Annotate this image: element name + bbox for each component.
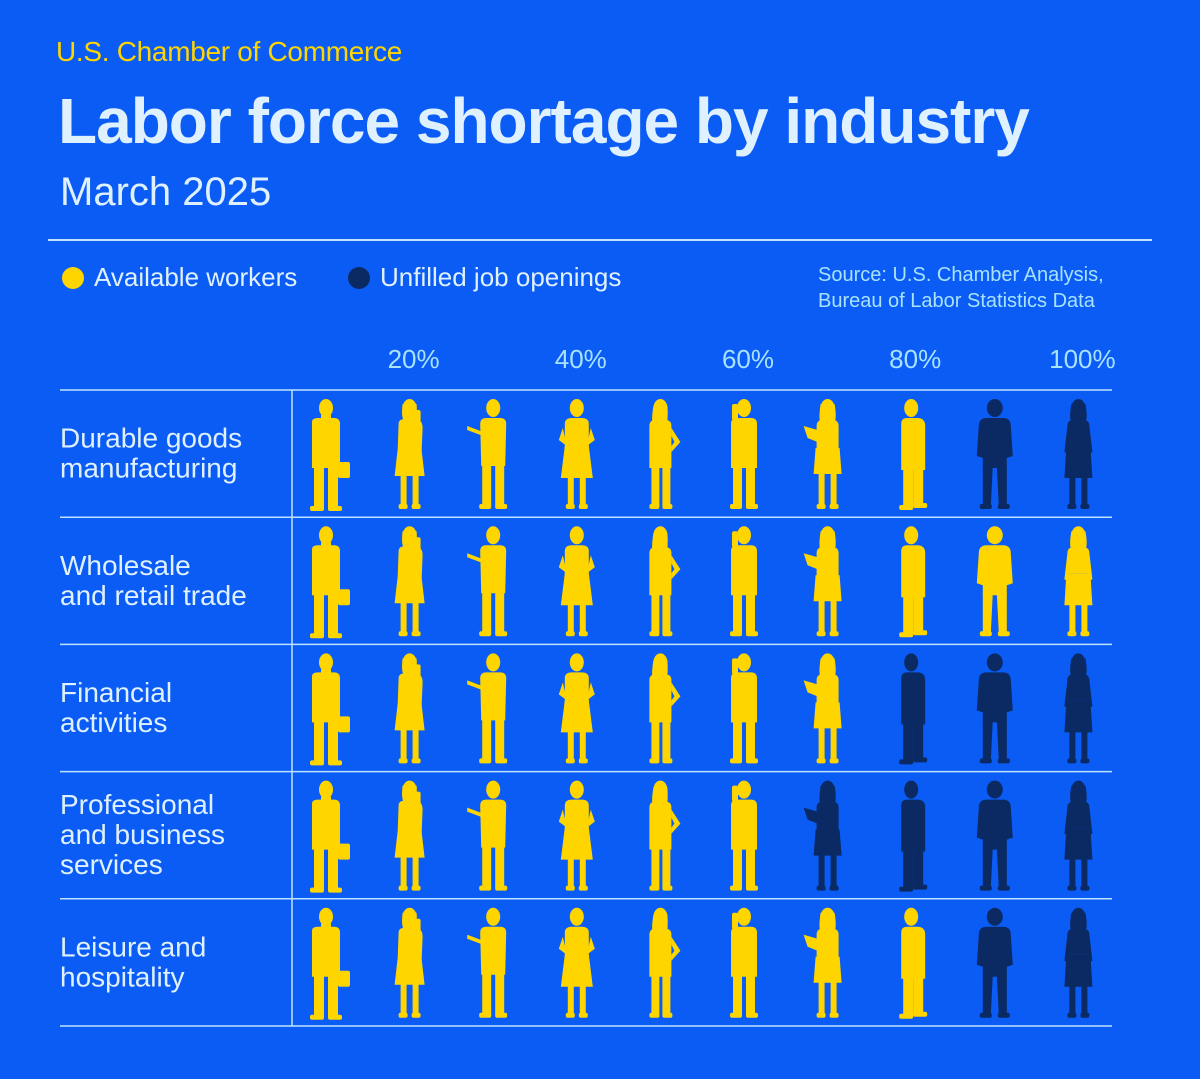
unfilled-job-icon [899,653,928,765]
unfilled-job-icon [976,653,1013,764]
x-tick-label: 100% [1049,344,1116,374]
available-worker-icon [803,399,842,509]
row-label-line: and business [60,819,225,850]
org-name: U.S. Chamber of Commerce [56,36,403,67]
row-label: Wholesale and retail trade [60,550,247,611]
available-worker-icon [310,399,350,511]
available-worker-icon [394,907,425,1018]
x-tick-label: 20% [388,344,440,374]
row-label: Leisure and hospitality [60,931,206,992]
chart-title: Labor force shortage by industry [58,85,1030,157]
available-worker-icon [803,907,842,1018]
row-label-line: Professional [60,789,214,820]
row-label: Financial activities [60,677,172,738]
available-worker-icon [467,907,508,1018]
row-label-line: Wholesale [60,550,191,581]
available-worker-icon [649,907,681,1018]
available-worker-icon [730,526,758,637]
unfilled-job-icon [1064,653,1093,764]
source-line-2: Bureau of Labor Statistics Data [818,290,1095,312]
legend-label-available: Available workers [94,262,298,292]
available-worker-icon [730,399,758,509]
available-worker-icon [558,907,595,1018]
unfilled-job-icon [976,399,1013,509]
available-worker-icon [649,526,681,637]
available-worker-icon [467,399,508,509]
available-worker-icon [899,399,928,510]
x-tick-label: 80% [889,344,941,374]
available-worker-icon [730,653,758,764]
x-tick-label: 60% [722,344,774,374]
unfilled-swatch [348,266,370,289]
row-label-line: and retail trade [60,580,247,611]
available-worker-icon [394,780,425,891]
row-label: Durable goods manufacturing [60,423,242,484]
available-worker-icon [310,907,350,1020]
available-worker-icon [310,780,350,893]
row-label-line: Leisure and [60,931,206,962]
x-tick-label: 40% [555,344,607,374]
row-label-line: Durable goods [60,423,242,454]
available-worker-icon [976,526,1013,637]
row-label-line: services [60,849,163,880]
row-label-line: manufacturing [60,453,237,484]
unfilled-job-icon [803,780,842,891]
available-worker-icon [899,526,928,638]
available-worker-icon [649,780,681,891]
available-worker-icon [558,653,595,764]
available-worker-icon [310,526,350,639]
available-worker-icon [803,526,842,637]
available-worker-icon [730,907,758,1018]
available-worker-icon [558,780,595,891]
unfilled-job-icon [976,907,1013,1018]
available-worker-icon [394,526,425,637]
legend-item-unfilled: Unfilled job openings [348,262,621,293]
available-worker-icon [649,399,681,509]
source-note: Source: U.S. Chamber Analysis, Bureau of… [818,262,1148,314]
row-label-line: hospitality [60,961,185,992]
available-worker-icon [649,653,681,764]
unfilled-job-icon [1064,780,1093,891]
row-label-line: Financial [60,677,172,708]
unfilled-job-icon [1064,399,1093,509]
legend-item-available: Available workers [62,262,297,293]
available-worker-icon [394,399,425,509]
unfilled-job-icon [1064,907,1093,1018]
chart-subtitle: March 2025 [60,170,272,214]
row-label-line: activities [60,707,167,738]
available-worker-icon [467,653,508,764]
available-worker-icon [558,526,595,637]
available-worker-icon [394,653,425,764]
source-line-1: Source: U.S. Chamber Analysis, [818,264,1104,286]
available-worker-icon [310,653,350,766]
available-worker-icon [730,780,758,891]
unfilled-job-icon [976,780,1013,891]
row-label: Professional and business services [60,789,225,880]
unfilled-job-icon [899,780,928,892]
available-worker-icon [899,907,928,1019]
available-worker-icon [558,399,595,509]
available-swatch [62,266,84,289]
legend-label-unfilled: Unfilled job openings [380,262,622,292]
available-worker-icon [803,653,842,764]
available-worker-icon [467,526,508,637]
header-divider [48,239,1152,241]
available-worker-icon [1064,526,1093,637]
available-worker-icon [467,780,508,891]
